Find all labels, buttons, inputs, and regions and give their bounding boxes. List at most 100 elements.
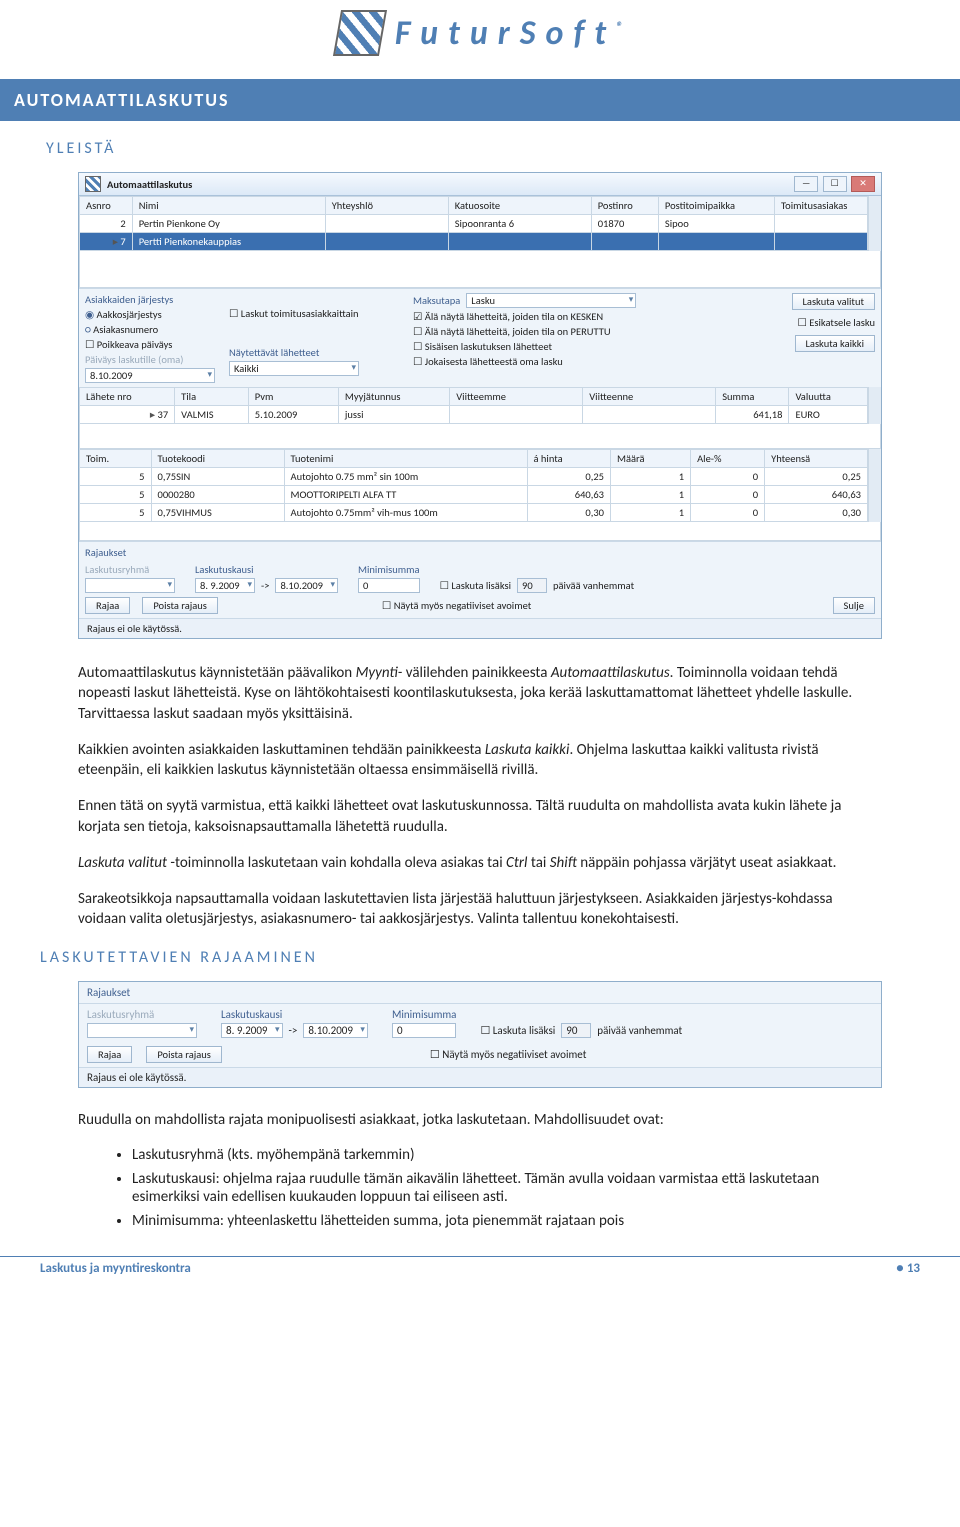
window-titlebar: Automaattilaskutus — ☐ ✕	[79, 173, 881, 196]
col-tuotenimi[interactable]: Tuotenimi	[284, 450, 527, 468]
col-nimi[interactable]: Nimi	[132, 197, 325, 215]
chk-laskuta-lisaksi-2[interactable]: Laskuta lisäksi	[480, 1024, 555, 1037]
table-row[interactable]: ▸ 37 VALMIS 5.10.2009 jussi 641,18 EURO	[80, 406, 868, 424]
scrollbar-icon[interactable]	[868, 196, 881, 251]
laskutusryhma-label: Laskutusryhmä	[85, 563, 175, 576]
minimize-button[interactable]: —	[794, 176, 818, 192]
status-bar-2: Rajaus ei ole käytössä.	[79, 1067, 881, 1087]
date-to-combo[interactable]: 8.10.2009	[275, 578, 338, 593]
chk-laskuta-lisaksi[interactable]: Laskuta lisäksi	[440, 579, 511, 592]
paivaa-suffix: päivää vanhemmat	[553, 579, 634, 592]
chk-sisainen[interactable]: Sisäisen laskutuksen lähetteet	[413, 340, 673, 353]
col-valuutta[interactable]: Valuutta	[789, 388, 868, 406]
col-myyja[interactable]: Myyjätunnus	[338, 388, 449, 406]
scrollbar-icon[interactable]	[868, 387, 881, 424]
laskuta-kaikki-button[interactable]: Laskuta kaikki	[795, 335, 876, 352]
radio-asnum[interactable]: Asiakasnumero	[85, 323, 215, 336]
col-viitteemme[interactable]: Viitteemme	[450, 388, 583, 406]
maximize-button[interactable]: ☐	[823, 176, 847, 192]
brand-header: FuturSoft®	[40, 10, 920, 61]
chk-poikkeava[interactable]: Poikkeava päiväys	[85, 338, 215, 351]
naytettavat-combo[interactable]: Kaikki	[229, 361, 359, 376]
minimisumma-label-2: Minimisumma	[392, 1008, 456, 1021]
rajaa-button-2[interactable]: Rajaa	[87, 1046, 132, 1063]
maksutapa-label: Maksutapa	[413, 294, 460, 307]
chk-kesken[interactable]: Älä näytä lähetteitä, joiden tila on KES…	[413, 310, 673, 323]
paivaa-input[interactable]: 90	[517, 578, 547, 593]
col-katuosoite[interactable]: Katuosoite	[448, 197, 591, 215]
lines-table[interactable]: Toim. Tuotekoodi Tuotenimi á hinta Määrä…	[79, 449, 868, 522]
brand-name-text: FuturSoft	[395, 13, 616, 54]
table-row[interactable]: 5 0000280 MOOTTORIPELTI ALFA TT 640,63 1…	[80, 486, 868, 504]
chk-omalasku[interactable]: Jokaisesta lähetteestä oma lasku	[413, 355, 673, 368]
customers-table[interactable]: Asnro Nimi Yhteyshlö Katuosoite Postinro…	[79, 196, 868, 251]
col-maara[interactable]: Määrä	[610, 450, 690, 468]
bullet-list: Laskutusryhmä (kts. myöhempänä tarkemmin…	[132, 1146, 882, 1230]
col-ahinta[interactable]: á hinta	[527, 450, 610, 468]
col-toim[interactable]: Toim.	[80, 450, 152, 468]
laskutusryhma-combo[interactable]	[85, 578, 175, 593]
poista-rajaus-button-2[interactable]: Poista rajaus	[146, 1046, 222, 1063]
laskutusryhma-combo-2[interactable]	[87, 1023, 197, 1038]
maksutapa-combo[interactable]: Lasku	[466, 293, 636, 308]
col-yhteyshlo[interactable]: Yhteyshlö	[325, 197, 448, 215]
brand-logo-icon	[333, 10, 387, 56]
scrollbar-icon[interactable]	[868, 449, 881, 522]
table-header-row[interactable]: Lähete nro Tila Pvm Myyjätunnus Viitteem…	[80, 388, 868, 406]
col-asnro[interactable]: Asnro	[80, 197, 133, 215]
chk-peruttu[interactable]: Älä näytä lähetteitä, joiden tila on PER…	[413, 325, 673, 338]
poista-rajaus-button[interactable]: Poista rajaus	[142, 597, 218, 614]
chk-negatiiviset[interactable]: Näytä myös negatiiviset avoimet	[382, 599, 531, 612]
col-postinro[interactable]: Postinro	[591, 197, 658, 215]
list-item: Laskutusryhmä (kts. myöhempänä tarkemmin…	[132, 1146, 882, 1164]
col-yhteensa[interactable]: Yhteensä	[765, 450, 868, 468]
arrow-icon: ->	[289, 1024, 298, 1037]
minimisumma-input[interactable]: 0	[358, 578, 420, 593]
shipments-table[interactable]: Lähete nro Tila Pvm Myyjätunnus Viitteem…	[79, 387, 868, 424]
paivaa-input-2[interactable]: 90	[561, 1023, 591, 1038]
date-from-combo-2[interactable]: 8. 9.2009	[221, 1023, 283, 1038]
table-header-row[interactable]: Toim. Tuotekoodi Tuotenimi á hinta Määrä…	[80, 450, 868, 468]
paragraph: Ruudulla on mahdollista rajata monipuoli…	[78, 1110, 882, 1130]
filter-screenshot: Rajaukset Laskutusryhmä Laskutuskausi 8.…	[78, 981, 882, 1088]
rajaa-button[interactable]: Rajaa	[85, 597, 130, 614]
date-from-combo[interactable]: 8. 9.2009	[195, 578, 255, 593]
laskutuskausi-label: Laskutuskausi	[195, 563, 338, 576]
col-tila[interactable]: Tila	[175, 388, 249, 406]
rajaukset-title-2: Rajaukset	[87, 986, 130, 999]
date-to-combo-2[interactable]: 8.10.2009	[303, 1023, 368, 1038]
col-postitoimipaikka[interactable]: Postitoimipaikka	[658, 197, 774, 215]
table-row[interactable]: 2 Pertin Pienkone Oy Sipoonranta 6 01870…	[80, 215, 868, 233]
col-viitteenne[interactable]: Viitteenne	[583, 388, 716, 406]
chk-toimitusasiakkaittain[interactable]: Laskut toimitusasiakkaittain	[229, 307, 399, 320]
brand-name: FuturSoft®	[395, 13, 623, 54]
window-controls: — ☐ ✕	[792, 176, 875, 192]
list-item: Minimisumma: yhteenlaskettu lähetteiden …	[132, 1212, 882, 1230]
col-pvm[interactable]: Pvm	[248, 388, 338, 406]
col-summa[interactable]: Summa	[716, 388, 789, 406]
paragraph: Automaattilaskutus käynnistetään päävali…	[78, 663, 882, 724]
footer-left: Laskutus ja myyntireskontra	[40, 1261, 191, 1276]
table-row-selected[interactable]: ▸ 7 Pertti Pienkonekauppias	[80, 233, 868, 251]
col-lahetenro[interactable]: Lähete nro	[80, 388, 175, 406]
date-combo[interactable]: 8.10.2009	[85, 368, 215, 383]
col-ale[interactable]: Ale-%	[691, 450, 765, 468]
col-tuotekoodi[interactable]: Tuotekoodi	[151, 450, 284, 468]
table-header-row[interactable]: Asnro Nimi Yhteyshlö Katuosoite Postinro…	[80, 197, 868, 215]
paragraph: Ennen tätä on syytä varmistua, että kaik…	[78, 796, 882, 837]
table-row[interactable]: 5 0,75VIHMUS Autojohto 0.75mm² vih-mus 1…	[80, 504, 868, 522]
app-icon	[85, 176, 101, 192]
table-row[interactable]: 5 0,75SIN Autojohto 0.75 mm² sin 100m 0,…	[80, 468, 868, 486]
chk-esikatsele[interactable]: Esikatsele lasku	[797, 316, 875, 329]
section-subheading: YLEISTÄ	[46, 139, 920, 158]
close-button[interactable]: ✕	[851, 176, 875, 192]
footer-right: ● 13	[896, 1261, 920, 1276]
arrow-icon: ->	[261, 579, 269, 592]
minimisumma-input-2[interactable]: 0	[392, 1023, 456, 1038]
sulje-button[interactable]: Sulje	[833, 597, 876, 614]
chk-negatiiviset-2[interactable]: Näytä myös negatiiviset avoimet	[430, 1048, 586, 1061]
radio-aakkos[interactable]: Aakkosjärjestys	[85, 308, 215, 321]
col-toimitusasiakas[interactable]: Toimitusasiakas	[775, 197, 868, 215]
rajaukset-title: Rajaukset	[85, 546, 875, 559]
laskuta-valitut-button[interactable]: Laskuta valitut	[792, 293, 876, 310]
